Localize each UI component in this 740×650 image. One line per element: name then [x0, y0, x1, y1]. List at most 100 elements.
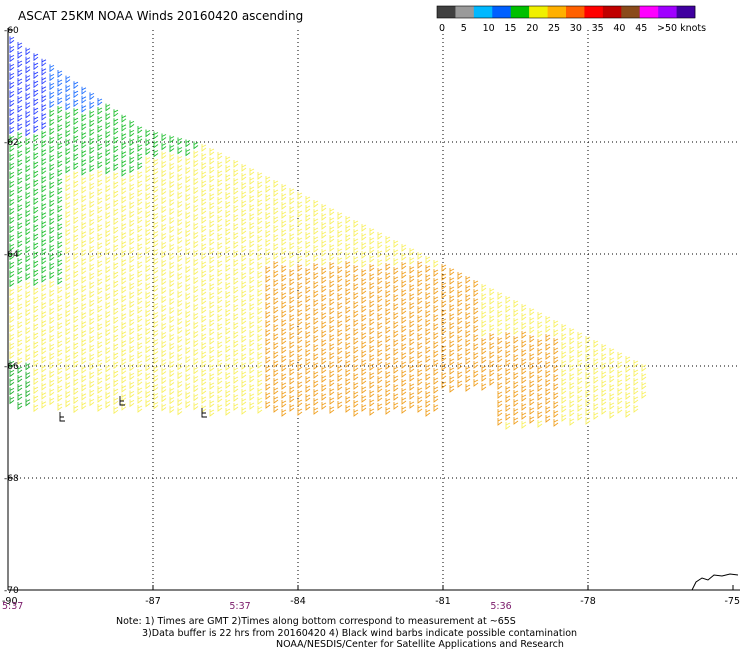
wind-barb [433, 314, 439, 322]
wind-barb [217, 341, 223, 349]
wind-barb [33, 116, 39, 125]
wind-barb [105, 148, 111, 157]
wind-barb [329, 379, 335, 387]
wind-barb [577, 413, 583, 421]
wind-barb [161, 178, 167, 187]
wind-barb [25, 290, 31, 299]
wind-barb [457, 290, 463, 298]
wind-barb [137, 297, 143, 305]
wind-barb [401, 271, 407, 279]
wind-barb [121, 393, 127, 402]
wind-barb [297, 210, 303, 218]
wind-barb [369, 381, 375, 389]
wind-barb [49, 199, 55, 208]
wind-barb [233, 160, 239, 168]
wind-barb [49, 235, 55, 244]
wind-barb [361, 260, 367, 268]
wind-barb [289, 377, 295, 385]
wind-barb [361, 314, 367, 322]
wind-barb [89, 146, 95, 155]
wind-barb [9, 288, 15, 297]
wind-barb [97, 170, 103, 178]
wind-barb [417, 342, 423, 350]
wind-barb [393, 375, 399, 383]
wind-barb [17, 42, 23, 50]
wind-barb [249, 366, 255, 374]
wind-barb [257, 379, 263, 387]
lat-label: -68 [4, 474, 19, 484]
wind-barb [57, 394, 63, 402]
wind-barb [385, 236, 391, 244]
wind-barb [449, 277, 455, 285]
wind-barb [41, 283, 47, 292]
wind-barb [273, 360, 279, 368]
wind-barb [449, 358, 455, 366]
wind-barb [57, 214, 63, 222]
wind-barb [137, 342, 143, 350]
wind-barb [17, 267, 23, 275]
wind-barb [561, 378, 567, 386]
wind-barb [209, 229, 215, 237]
wind-barb [9, 36, 15, 45]
wind-barb [561, 324, 567, 332]
wind-barb [409, 365, 415, 373]
wind-barb [225, 372, 231, 380]
wind-barb [465, 339, 471, 347]
wind-barb [97, 287, 103, 295]
wind-barb [313, 362, 319, 370]
wind-barb [433, 359, 439, 367]
wind-barb [297, 255, 303, 263]
wind-barb [185, 157, 191, 166]
legend-label: 25 [548, 23, 560, 34]
wind-barb [601, 344, 607, 352]
wind-barb [41, 67, 47, 76]
wind-barb [81, 329, 87, 338]
wind-barb [81, 167, 87, 176]
wind-barb [113, 181, 119, 190]
wind-barb [553, 329, 559, 337]
wind-barb [89, 191, 95, 200]
wind-barb [249, 177, 255, 185]
wind-barb [57, 286, 63, 294]
wind-barb [9, 162, 15, 171]
wind-barb [33, 134, 39, 143]
wind-barb [137, 378, 143, 386]
wind-barb [73, 351, 79, 360]
wind-barb [161, 349, 167, 358]
wind-barb [137, 315, 143, 323]
wind-barb [105, 256, 111, 265]
wind-barb [33, 251, 39, 260]
wind-barb [297, 336, 303, 344]
wind-barb [457, 371, 463, 379]
wind-barb [409, 347, 415, 355]
wind-barb [497, 409, 503, 417]
wind-barb [545, 379, 551, 387]
wind-barb [97, 233, 103, 241]
wind-barb [585, 363, 591, 371]
wind-barb [153, 311, 159, 320]
wind-barb [225, 219, 231, 227]
wind-barb [17, 339, 23, 347]
wind-barb [57, 385, 63, 393]
contaminated-wind-barb [59, 412, 65, 422]
wind-barb [209, 247, 215, 255]
wind-barb [209, 157, 215, 165]
wind-barb [153, 167, 159, 176]
wind-barb [289, 350, 295, 358]
wind-barb [249, 204, 255, 212]
wind-barb [129, 165, 135, 174]
wind-barb [481, 311, 487, 319]
wind-barb [25, 272, 31, 281]
wind-barb [121, 285, 127, 294]
wind-barb [17, 321, 23, 329]
wind-barb [489, 288, 495, 296]
wind-barb [25, 146, 31, 155]
wind-barb [65, 210, 71, 219]
wind-barb [281, 202, 287, 210]
wind-barb [241, 371, 247, 379]
wind-barb [145, 246, 151, 255]
wind-barb [257, 208, 263, 216]
wind-barb [129, 309, 135, 318]
wind-barb [33, 188, 39, 197]
wind-barb [281, 301, 287, 309]
